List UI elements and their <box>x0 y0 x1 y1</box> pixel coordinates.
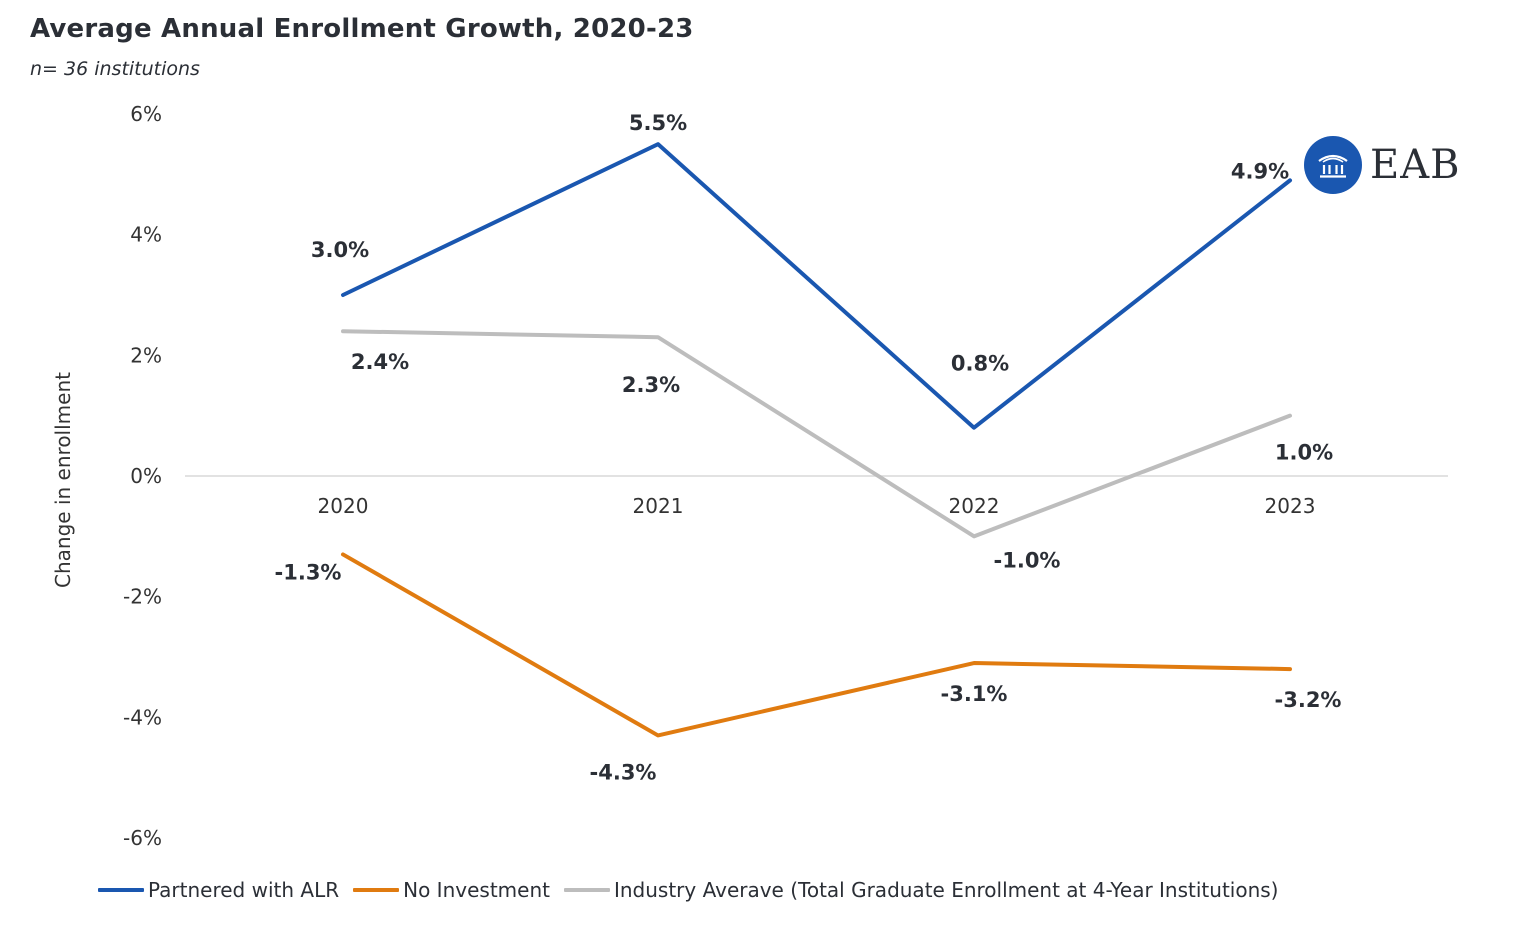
series-line-industry-average <box>341 329 1292 539</box>
label-industry-average-2022: -1.0% <box>994 548 1061 572</box>
y-tick-label: 2% <box>130 343 162 367</box>
y-tick-label: 0% <box>130 464 162 488</box>
label-partnered-2021: 5.5% <box>629 111 687 135</box>
chart-legend: Partnered with ALR No Investment Industr… <box>98 878 1292 902</box>
label-no-investment-2023: -3.2% <box>1275 688 1342 712</box>
y-axis-ticks: 6% 4% 2% 0% -2% -4% -6% <box>123 102 162 850</box>
x-tick-label: 2022 <box>949 494 1000 518</box>
x-tick-label: 2021 <box>633 494 684 518</box>
legend-item-no-investment: No Investment <box>353 878 550 902</box>
legend-swatch-partnered <box>98 888 144 892</box>
legend-swatch-no-investment <box>353 888 400 892</box>
chart-title: Average Annual Enrollment Growth, 2020-2… <box>30 14 694 44</box>
legend-label-no-investment: No Investment <box>403 878 550 902</box>
legend-swatch-industry-average <box>563 888 610 892</box>
y-axis-label: Change in enrollment <box>51 372 75 588</box>
series-lines <box>341 142 1292 738</box>
legend-item-partnered: Partnered with ALR <box>98 878 339 902</box>
university-building-icon <box>1304 136 1362 194</box>
chart-subtitle: n= 36 institutions <box>30 58 200 80</box>
legend-item-industry-average: Industry Averave (Total Graduate Enrollm… <box>563 878 1279 902</box>
label-no-investment-2020: -1.3% <box>275 560 342 584</box>
x-tick-label: 2023 <box>1265 494 1316 518</box>
label-no-investment-2021: -4.3% <box>590 760 657 784</box>
legend-label-partnered: Partnered with ALR <box>148 878 340 902</box>
label-industry-average-2023: 1.0% <box>1275 441 1333 465</box>
series-line-no-investment <box>341 552 1292 738</box>
label-no-investment-2022: -3.1% <box>941 682 1008 706</box>
y-tick-label: -6% <box>123 826 162 850</box>
label-industry-average-2021: 2.3% <box>622 373 680 397</box>
label-industry-average-2020: 2.4% <box>351 350 409 374</box>
line-chart: 6% 4% 2% 0% -2% -4% -6% 2020 2021 2022 2023 3.0% 5… <box>51 102 1448 850</box>
x-axis-ticks: 2020 2021 2022 2023 <box>318 494 1316 518</box>
series-line-partnered <box>341 142 1292 430</box>
eab-logo: EAB <box>1304 136 1460 194</box>
data-labels: 3.0% 5.5% 0.8% 4.9% -1.3% -4.3% -3.1% -3.2% 2.4%… <box>275 111 1342 784</box>
y-tick-label: 4% <box>130 223 162 247</box>
legend-label-industry-average: Industry Averave (Total Graduate Enrollm… <box>613 878 1279 902</box>
label-partnered-2020: 3.0% <box>311 238 369 262</box>
x-tick-label: 2020 <box>318 494 369 518</box>
y-tick-label: 6% <box>130 102 162 126</box>
logo-wordmark: EAB <box>1370 142 1461 188</box>
y-tick-label: -2% <box>123 585 162 609</box>
y-tick-label: -4% <box>123 705 162 729</box>
label-partnered-2022: 0.8% <box>951 352 1009 376</box>
label-partnered-2023: 4.9% <box>1231 159 1289 183</box>
